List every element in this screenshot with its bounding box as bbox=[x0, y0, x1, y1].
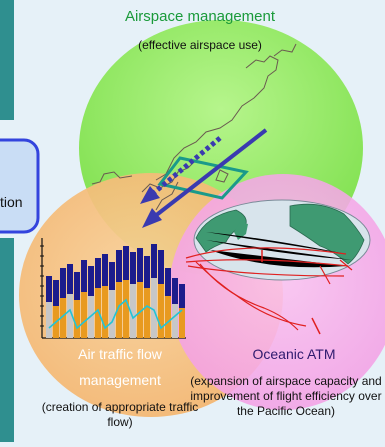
airspace-title: Airspace management bbox=[124, 8, 276, 25]
chart-trend-line bbox=[48, 298, 183, 330]
chart-bar-top bbox=[46, 276, 52, 302]
chart-bar-bottom bbox=[74, 300, 80, 338]
chart-bar-bottom bbox=[116, 282, 122, 338]
left-decor-bar bbox=[0, 0, 14, 120]
chart-bar-bottom bbox=[137, 282, 143, 338]
chart-bar-top bbox=[60, 268, 66, 298]
chart-bar-top bbox=[144, 256, 150, 288]
chart-bar-top bbox=[88, 266, 94, 296]
chart-bar-top bbox=[123, 246, 129, 280]
chart-bar-bottom bbox=[102, 286, 108, 338]
chart-bar-bottom bbox=[60, 298, 66, 338]
chart-bar-bottom bbox=[158, 284, 164, 338]
side-panel-tab bbox=[0, 138, 40, 234]
airspace-subtitle: (effective airspace use) bbox=[138, 38, 262, 52]
chart-bar-top bbox=[158, 250, 164, 284]
chart-bar-top bbox=[151, 244, 157, 278]
chart-bar-top bbox=[179, 284, 185, 308]
chart-bar-bottom bbox=[67, 294, 73, 338]
dotted-arrow-icon bbox=[140, 136, 222, 204]
bar-chart-icon bbox=[40, 238, 186, 339]
airspace-sector-icon bbox=[157, 156, 249, 200]
chart-bar-top bbox=[109, 262, 115, 290]
side-panel-label: tion bbox=[0, 194, 23, 210]
oceanic-title: Oceanic ATM bbox=[252, 346, 336, 362]
chart-bar-top bbox=[165, 268, 171, 296]
oceanic-subtitle: (expansion of airspace capacity and impr… bbox=[190, 374, 382, 418]
left-decor-bar-lower bbox=[0, 238, 14, 442]
chart-bar-bottom bbox=[144, 288, 150, 338]
chart-bar-bottom bbox=[123, 280, 129, 338]
chart-bar-bottom bbox=[109, 290, 115, 338]
solid-arrow-icon bbox=[142, 128, 268, 228]
traffic-flow-title-line1: Air traffic flow bbox=[78, 346, 162, 362]
traffic-flow-title-line2: management bbox=[79, 372, 161, 388]
chart-bar-top bbox=[67, 264, 73, 294]
chart-bar-top bbox=[53, 280, 59, 306]
chart-bar-top bbox=[116, 250, 122, 282]
globe-map-icon bbox=[193, 199, 371, 281]
chart-bar-bottom bbox=[130, 284, 136, 338]
chart-bar-top bbox=[130, 252, 136, 284]
chart-bar-top bbox=[102, 254, 108, 286]
chart-bar-bottom bbox=[81, 292, 87, 338]
chart-bar-top bbox=[95, 258, 101, 288]
chart-bar-bottom bbox=[95, 288, 101, 338]
traffic-flow-subtitle: (creation of appropriate traffic flow) bbox=[41, 400, 199, 429]
chart-bar-bottom bbox=[172, 304, 178, 338]
oceanic-routes-icon bbox=[185, 247, 353, 331]
chart-bar-bottom bbox=[46, 302, 52, 338]
chart-bar-bottom bbox=[179, 308, 185, 338]
chart-bar-top bbox=[74, 272, 80, 300]
route-markers bbox=[261, 250, 321, 335]
chart-bar-bottom bbox=[165, 296, 171, 338]
chart-bar-top bbox=[137, 248, 143, 282]
chart-bar-bottom bbox=[151, 278, 157, 338]
chart-bar-top bbox=[81, 260, 87, 292]
chart-bar-top bbox=[172, 278, 178, 304]
